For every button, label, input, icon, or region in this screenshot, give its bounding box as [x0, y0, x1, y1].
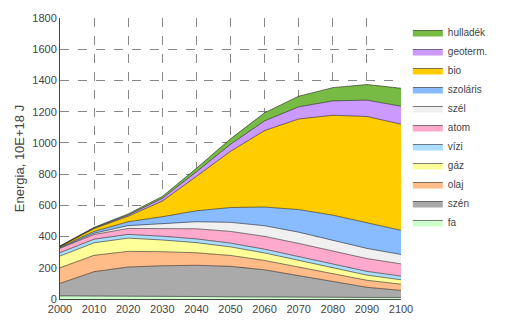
svg-text:fa: fa — [448, 217, 457, 228]
svg-text:2090: 2090 — [355, 303, 379, 315]
svg-text:800: 800 — [38, 168, 56, 180]
svg-text:gáz: gáz — [448, 160, 464, 171]
svg-text:bio: bio — [448, 65, 462, 76]
svg-text:Energia, 10E+18 J: Energia, 10E+18 J — [12, 105, 27, 212]
svg-text:szoláris: szoláris — [448, 84, 482, 95]
svg-text:2060: 2060 — [252, 303, 276, 315]
svg-text:1000: 1000 — [32, 137, 56, 149]
svg-text:atom: atom — [448, 122, 470, 133]
svg-text:1600: 1600 — [32, 43, 56, 55]
svg-text:0: 0 — [51, 293, 57, 305]
svg-text:200: 200 — [38, 262, 56, 274]
svg-text:2080: 2080 — [321, 303, 345, 315]
svg-text:2010: 2010 — [82, 303, 106, 315]
svg-text:600: 600 — [38, 199, 56, 211]
svg-text:2070: 2070 — [286, 303, 310, 315]
svg-text:400: 400 — [38, 230, 56, 242]
svg-text:2050: 2050 — [218, 303, 242, 315]
svg-text:geoterm.: geoterm. — [448, 46, 487, 57]
svg-text:hulladék: hulladék — [448, 27, 486, 38]
svg-text:1800: 1800 — [32, 12, 56, 24]
svg-text:vízi: vízi — [448, 141, 463, 152]
svg-text:2030: 2030 — [150, 303, 174, 315]
svg-text:2020: 2020 — [116, 303, 140, 315]
svg-text:2000: 2000 — [48, 303, 72, 315]
svg-text:2040: 2040 — [184, 303, 208, 315]
svg-text:1400: 1400 — [32, 74, 56, 86]
svg-text:olaj: olaj — [448, 179, 464, 190]
svg-text:1200: 1200 — [32, 106, 56, 118]
svg-text:szél: szél — [448, 103, 466, 114]
svg-text:2100: 2100 — [389, 303, 413, 315]
svg-text:szén: szén — [448, 198, 469, 209]
